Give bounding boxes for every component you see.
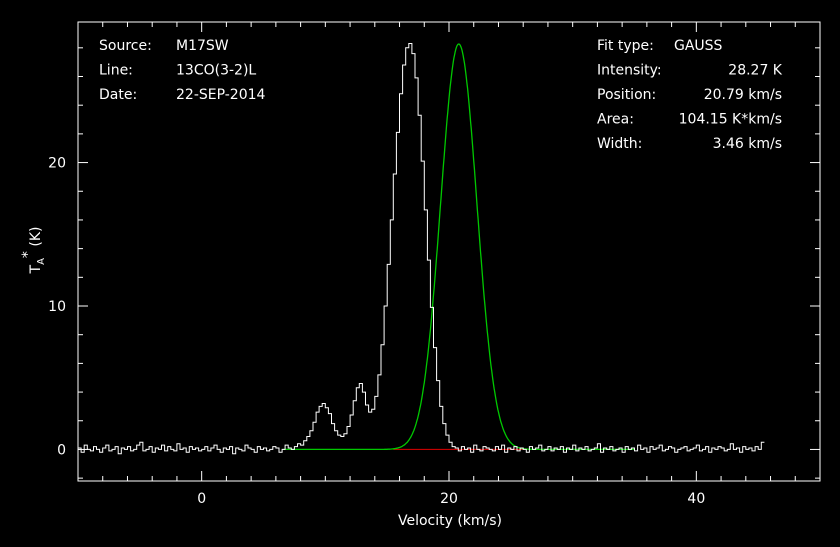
x-axis: 0 20 40: [77, 22, 821, 507]
fit-key: Fit type:: [597, 38, 654, 54]
y-axis: 0 10 20: [48, 47, 820, 479]
fit-value: 20.79 km/s: [704, 87, 782, 103]
y-axis-label: TA* (K): [20, 227, 47, 275]
source-info: Source: M17SW Line: 13CO(3-2)L Date: 22-SEP-2…: [99, 38, 266, 103]
y-tick-label: 20: [48, 156, 66, 172]
info-value: M17SW: [176, 38, 229, 54]
fit-value: 3.46 km/s: [713, 136, 782, 152]
info-key: Date:: [99, 87, 137, 103]
fit-info: Fit type: GAUSS Intensity: 28.27 K Position:…: [597, 38, 783, 152]
spectrum-line: [78, 43, 765, 455]
svg-text:TA* (K): TA* (K): [20, 227, 47, 275]
x-axis-label: Velocity (km/s): [398, 513, 502, 529]
gaussian-fit-line: [283, 43, 634, 451]
info-value: 22-SEP-2014: [176, 87, 266, 103]
fit-value: GAUSS: [674, 38, 723, 54]
fit-key: Intensity:: [597, 63, 662, 79]
y-tick-label: 10: [48, 299, 66, 315]
x-tick-label: 0: [197, 491, 206, 507]
fit-key: Position:: [597, 87, 656, 103]
fit-value: 28.27 K: [728, 63, 783, 79]
y-tick-label: 0: [57, 442, 66, 458]
x-tick-label: 20: [440, 491, 458, 507]
fit-key: Width:: [597, 136, 642, 152]
info-key: Source:: [99, 38, 152, 54]
info-key: Line:: [99, 63, 133, 79]
x-tick-label: 40: [687, 491, 705, 507]
info-value: 13CO(3-2)L: [176, 63, 256, 79]
fit-value: 104.15 K*km/s: [679, 112, 782, 128]
fit-key: Area:: [597, 112, 634, 128]
